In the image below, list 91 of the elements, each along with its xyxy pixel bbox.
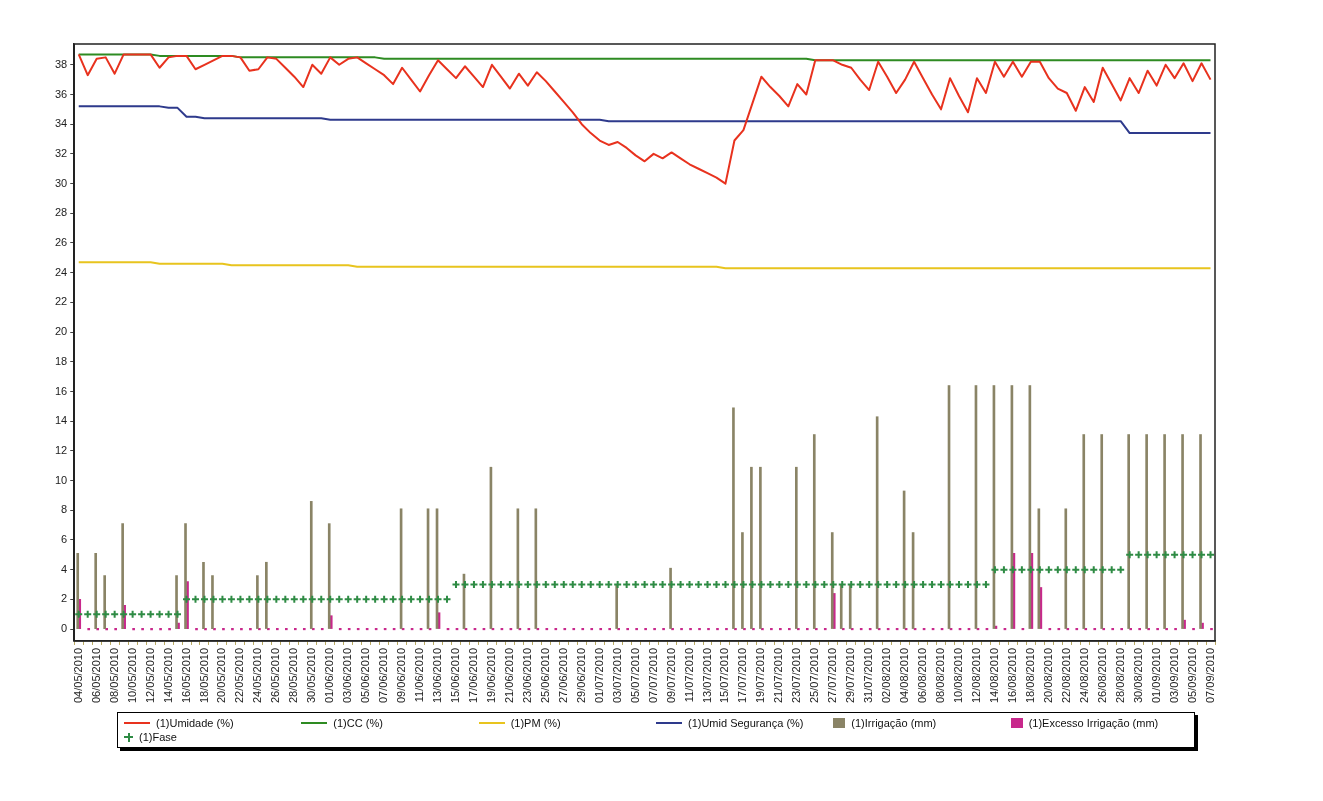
x-tick-label: 26/05/2010 [269,647,282,704]
y-tick-label: 34 [54,117,68,130]
x-tick-label: 09/07/2010 [664,647,677,704]
x-tick-label: 21/07/2010 [772,647,785,704]
x-tick-label: 11/07/2010 [682,647,695,703]
x-tick-label: 24/08/2010 [1077,647,1090,704]
x-tick-label: 22/08/2010 [1059,647,1072,704]
x-tick-label: 14/08/2010 [987,647,1000,704]
x-tick-label: 17/07/2010 [736,647,749,704]
x-tick-label: 01/07/2010 [592,647,605,704]
x-tick-label: 27/07/2010 [826,647,839,704]
x-tick-label: 25/07/2010 [808,647,821,704]
legend-label: (1)Excesso Irrigação (mm) [1028,717,1159,729]
x-tick-label: 28/05/2010 [287,647,300,704]
x-tick-label: 18/05/2010 [197,647,210,704]
x-tick-label: 19/06/2010 [484,647,497,704]
x-tick-label: 04/08/2010 [898,647,911,704]
x-tick-label: 05/06/2010 [359,647,372,704]
x-tick-label: 15/06/2010 [449,647,462,704]
x-tick-label: 09/06/2010 [395,647,408,704]
x-tick-label: 23/07/2010 [790,647,803,704]
legend-label: (1)CC (%) [333,717,383,729]
x-tick-label: 01/06/2010 [323,647,336,704]
legend-label: (1)Irrigação (mm) [851,717,937,729]
x-tick-label: 13/06/2010 [431,647,444,704]
y-tick-label: 14 [54,414,68,427]
x-tick-label: 06/05/2010 [89,647,102,704]
y-tick-label: 32 [54,146,68,159]
x-tick-label: 21/06/2010 [502,647,515,704]
x-tick-label: 07/06/2010 [377,647,390,704]
x-tick-label: 06/08/2010 [916,647,929,704]
y-tick-label: 8 [61,503,68,516]
x-tick-label: 18/08/2010 [1023,647,1036,704]
x-tick-label: 05/09/2010 [1185,647,1198,704]
x-tick-label: 14/05/2010 [161,647,174,704]
x-tick-label: 10/05/2010 [125,647,138,704]
y-tick-label: 36 [54,87,68,100]
y-tick-label: 22 [54,295,68,308]
x-tick-label: 10/08/2010 [952,647,965,704]
x-tick-label: 24/05/2010 [251,647,264,704]
x-tick-label: 07/07/2010 [646,647,659,704]
y-tick-label: 30 [54,176,68,189]
x-tick-label: 30/05/2010 [305,647,318,704]
x-tick-label: 08/08/2010 [934,647,947,704]
x-tick-label: 12/08/2010 [970,647,982,704]
x-tick-label: 04/05/2010 [71,647,84,704]
x-tick-label: 12/05/2010 [143,647,156,704]
x-tick-label: 19/07/2010 [754,647,767,704]
x-tick-label: 15/07/2010 [718,647,731,704]
x-tick-label: 07/09/2010 [1203,647,1216,704]
y-tick-label: 28 [54,206,68,219]
x-tick-label: 22/05/2010 [233,647,246,704]
y-tick-label: 0 [61,622,68,635]
x-tick-label: 13/07/2010 [700,647,713,704]
x-tick-label: 20/08/2010 [1041,647,1054,704]
x-tick-label: 27/06/2010 [556,647,569,704]
x-tick-label: 11/06/2010 [413,647,426,703]
x-tick-label: 05/07/2010 [628,647,641,704]
y-tick-label: 26 [54,236,68,249]
y-tick-label: 24 [54,265,68,278]
x-tick-label: 29/07/2010 [844,647,857,704]
x-tick-label: 03/06/2010 [341,647,354,704]
x-tick-label: 31/07/2010 [862,647,875,704]
x-tick-label: 26/08/2010 [1095,647,1108,704]
x-tick-label: 25/06/2010 [538,647,551,704]
x-tick-label: 28/08/2010 [1113,647,1126,704]
x-tick-label: 08/05/2010 [107,647,120,704]
legend-label: (1)Umid Segurança (%) [687,717,804,729]
y-tick-label: 10 [54,473,68,486]
y-tick-label: 6 [61,533,68,545]
y-tick-label: 12 [54,443,68,456]
legend-label: (1)Umidade (%) [156,717,234,729]
y-tick-label: 18 [54,354,68,367]
x-tick-label: 23/06/2010 [520,647,533,704]
x-tick-label: 16/08/2010 [1005,647,1018,704]
y-tick-label: 16 [54,384,68,397]
y-tick-label: 38 [54,57,68,70]
y-tick-label: 20 [54,325,68,338]
y-tick-label: 4 [61,562,68,575]
x-tick-label: 29/06/2010 [574,647,587,704]
x-tick-label: 20/05/2010 [215,647,228,704]
x-tick-label: 16/05/2010 [179,647,192,704]
y-tick-label: 2 [61,592,68,605]
x-tick-label: 03/07/2010 [610,647,623,704]
x-tick-label: 01/09/2010 [1149,647,1162,704]
legend-label: (1)PM (%) [510,717,561,729]
x-tick-label: 03/09/2010 [1167,647,1180,704]
x-tick-label: 30/08/2010 [1131,647,1144,704]
legend-label: (1)Fase [139,731,177,743]
x-tick-label: 17/06/2010 [466,647,479,704]
x-tick-label: 02/08/2010 [880,647,893,704]
